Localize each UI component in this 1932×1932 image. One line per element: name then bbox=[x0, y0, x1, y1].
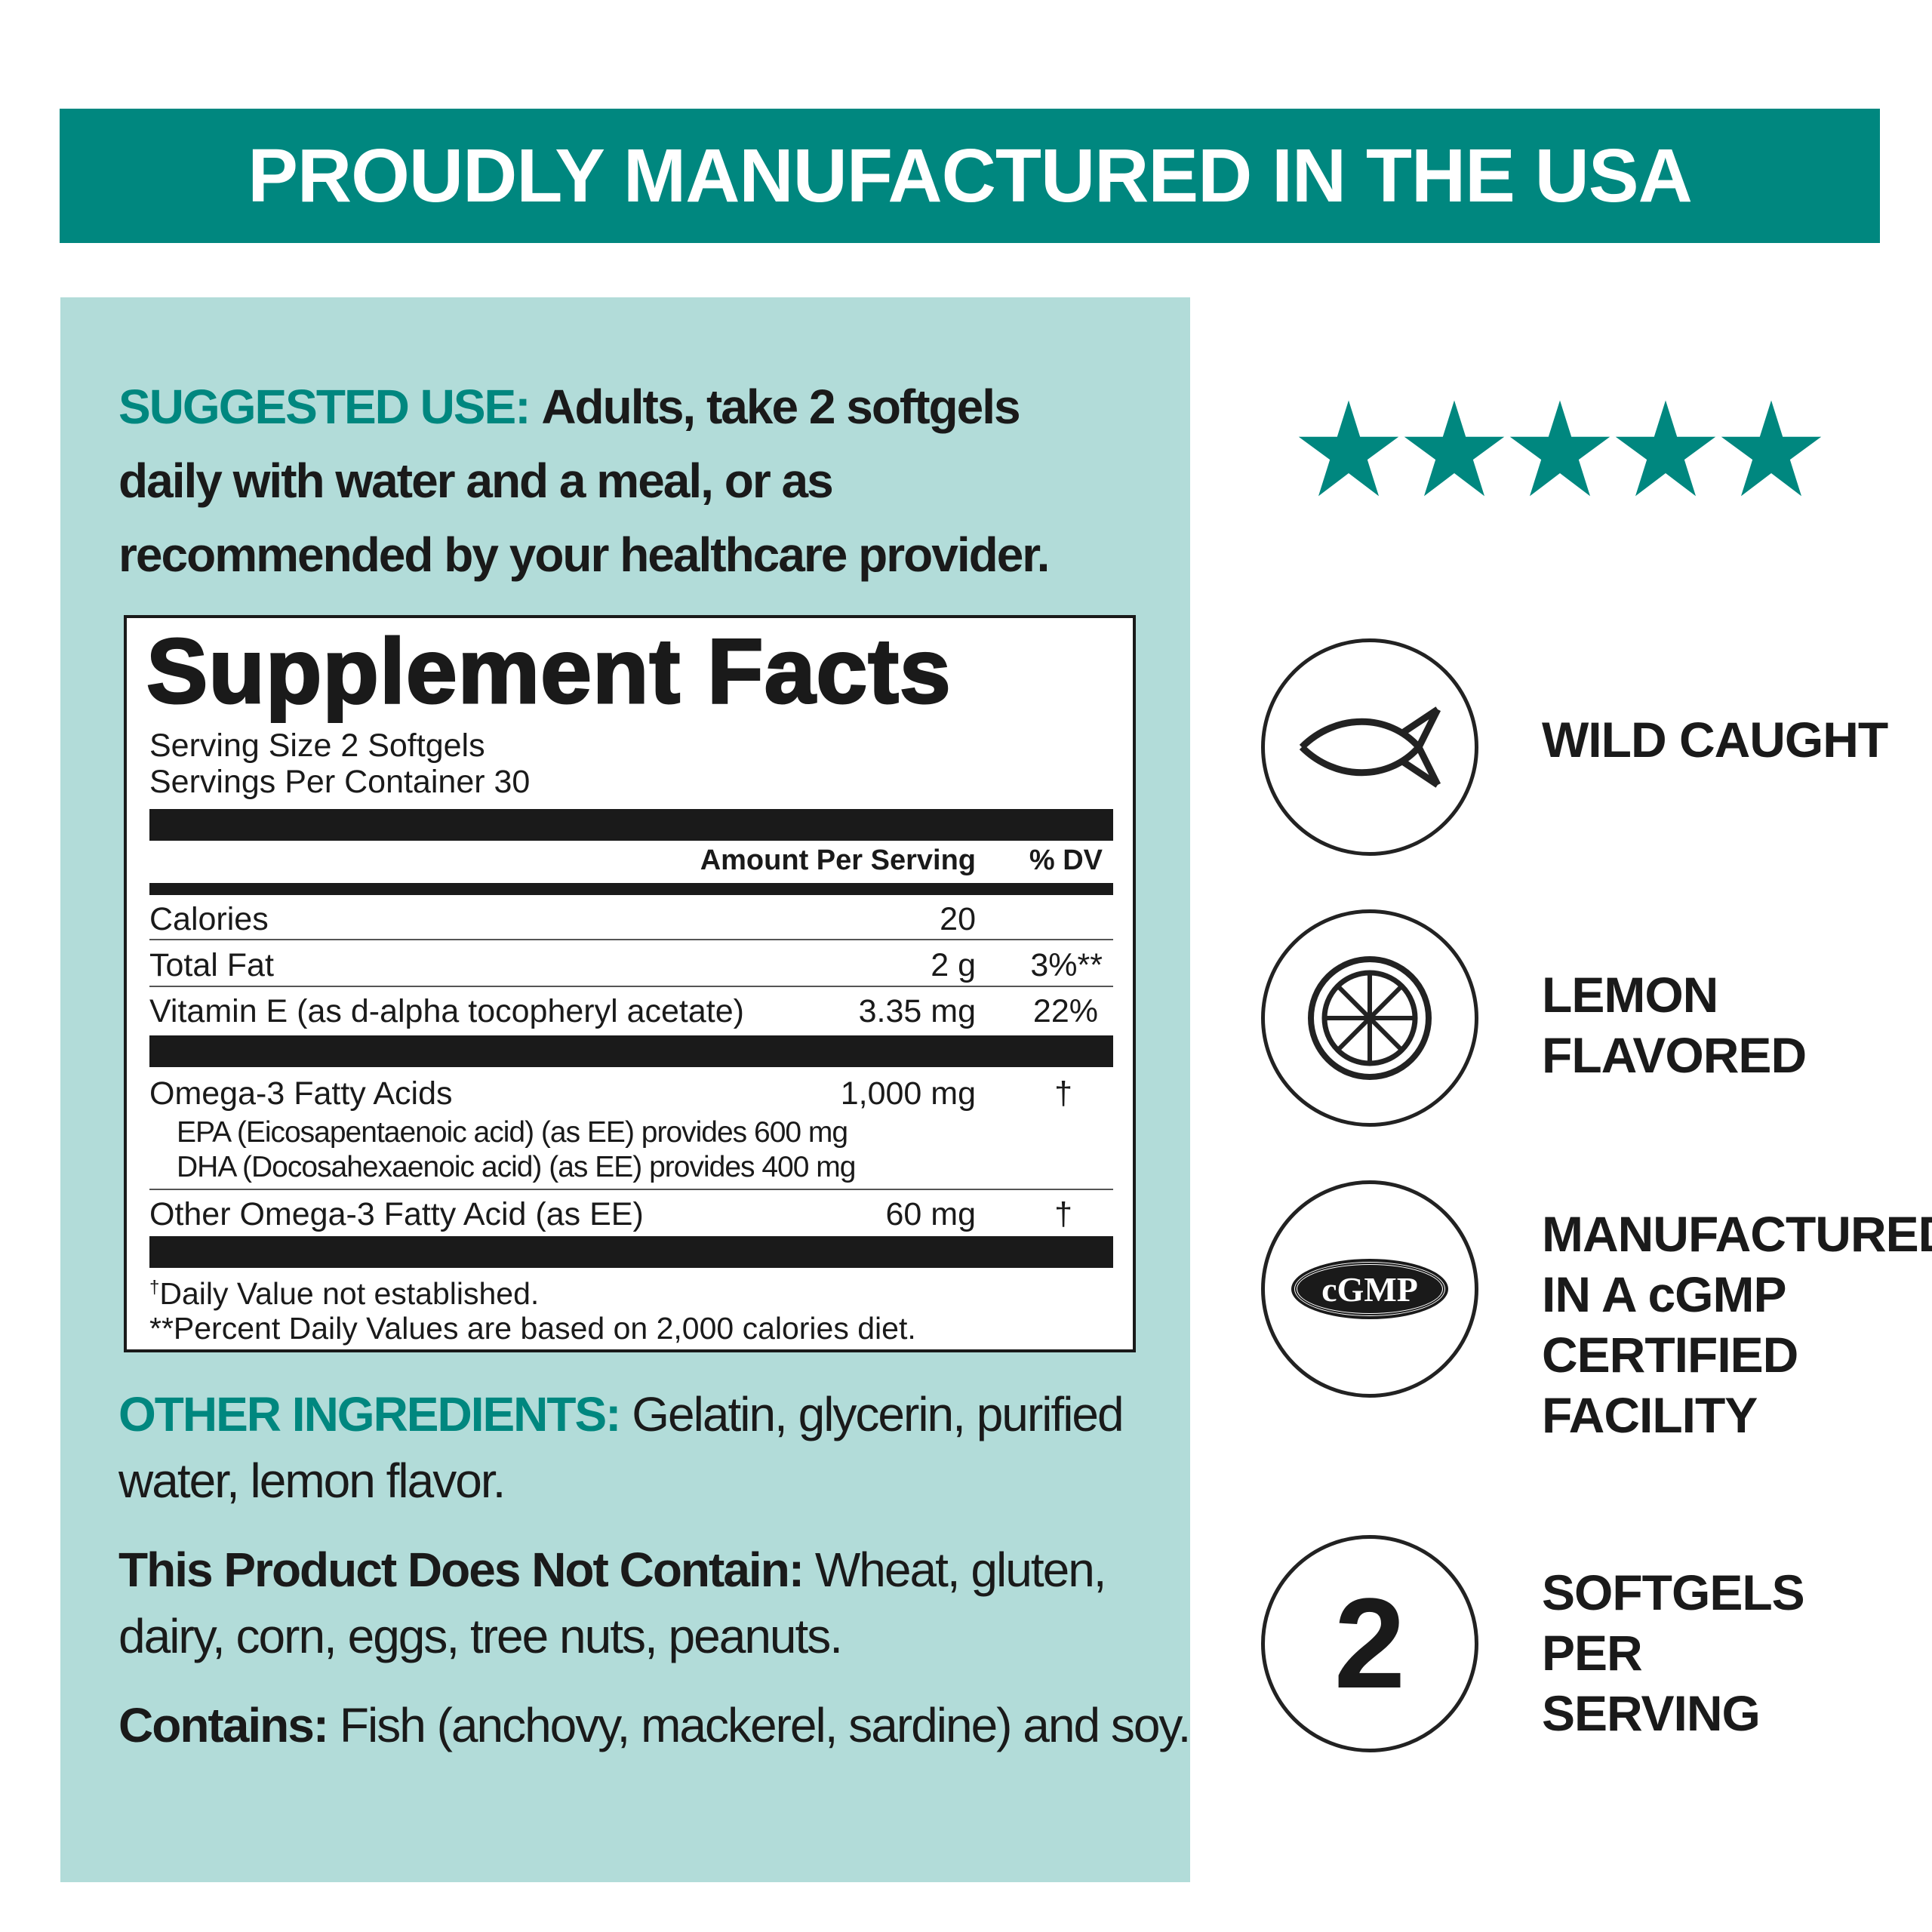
does-not-contain: This Product Does Not Contain: Wheat, gl… bbox=[118, 1537, 1190, 1669]
footnote-2: **Percent Daily Values are based on 2,00… bbox=[149, 1311, 916, 1346]
row-dv: 22% bbox=[1032, 993, 1098, 1029]
star-icon bbox=[1404, 400, 1505, 497]
row-name: Other Omega-3 Fatty Acid (as EE) bbox=[149, 1196, 644, 1232]
cgmp-icon-circle: cGMP bbox=[1261, 1180, 1478, 1398]
row-dv: 3%** bbox=[1030, 947, 1103, 983]
label-line: FACILITY bbox=[1542, 1387, 1758, 1443]
label-line: IN A cGMP bbox=[1542, 1266, 1786, 1322]
divider bbox=[149, 1035, 1113, 1067]
row-amount: 60 mg bbox=[885, 1196, 976, 1232]
star-icon bbox=[1509, 400, 1611, 497]
footnote-dagger: †Daily Value not established. bbox=[149, 1276, 539, 1312]
row-amount: 1,000 mg bbox=[840, 1075, 976, 1112]
number-icon: 2 bbox=[1334, 1572, 1406, 1715]
label-line: PER bbox=[1542, 1625, 1643, 1681]
banner-text: PROUDLY MANUFACTURED IN THE USA bbox=[248, 133, 1693, 218]
star-icon bbox=[1721, 400, 1822, 497]
row-name: Calories bbox=[149, 901, 269, 937]
star-rating bbox=[1297, 400, 1823, 500]
does-not-contain-text: Wheat, gluten, dairy, corn, eggs, tree n… bbox=[118, 1543, 1107, 1663]
label-line: LEMON bbox=[1542, 967, 1718, 1023]
contains: Contains: Fish (anchovy, mackerel, sardi… bbox=[118, 1692, 1192, 1758]
other-ingredients-text: Gelatin, glycerin, purified water, lemon… bbox=[118, 1387, 1124, 1508]
row-name: Vitamin E (as d-alpha tocopheryl acetate… bbox=[149, 993, 744, 1029]
facts-title: Supplement Facts bbox=[146, 619, 952, 724]
sub-row: DHA (Docosahexaenoic acid) (as EE) provi… bbox=[177, 1151, 856, 1183]
other-ingredients-label: OTHER INGREDIENTS: bbox=[118, 1387, 621, 1441]
divider bbox=[149, 1236, 1113, 1268]
col-amount: Amount Per Serving bbox=[700, 844, 976, 876]
contains-label: Contains: bbox=[118, 1698, 329, 1752]
label-line: SOFTGELS bbox=[1542, 1564, 1805, 1620]
dagger-mark: † bbox=[149, 1277, 160, 1298]
row-dv: † bbox=[1054, 1075, 1072, 1112]
lemon-icon-circle bbox=[1261, 909, 1478, 1127]
cgmp-badge-text: cGMP bbox=[1321, 1269, 1418, 1309]
star-icon bbox=[1615, 400, 1716, 497]
other-ingredients: OTHER INGREDIENTS: Gelatin, glycerin, pu… bbox=[118, 1381, 1190, 1514]
label-line: CERTIFIED bbox=[1542, 1327, 1798, 1383]
divider bbox=[149, 809, 1113, 841]
fish-icon-circle bbox=[1261, 638, 1478, 856]
feature-label-lemon: LEMON FLAVORED bbox=[1542, 964, 1807, 1085]
feature-label-softgels: SOFTGELS PER SERVING bbox=[1542, 1562, 1805, 1743]
footnote-1: Daily Value not established. bbox=[159, 1276, 540, 1311]
row-amount: 3.35 mg bbox=[858, 993, 976, 1029]
serving-size: Serving Size 2 Softgels bbox=[149, 728, 485, 764]
suggested-use-label: SUGGESTED USE: bbox=[118, 380, 531, 434]
label-line: FLAVORED bbox=[1542, 1027, 1807, 1083]
row-dv: † bbox=[1054, 1196, 1072, 1232]
suggested-use: SUGGESTED USE: Adults, take 2 softgels d… bbox=[118, 370, 1100, 592]
label-line: WILD CAUGHT bbox=[1542, 712, 1888, 768]
lemon-icon bbox=[1308, 956, 1432, 1080]
feature-label-cgmp: MANUFACTURED IN A cGMP CERTIFIED FACILITY bbox=[1542, 1204, 1932, 1445]
row-name: Omega-3 Fatty Acids bbox=[149, 1075, 453, 1112]
divider bbox=[149, 986, 1113, 987]
fish-icon bbox=[1299, 706, 1441, 788]
number-icon-circle: 2 bbox=[1261, 1535, 1478, 1752]
supplement-facts-panel: Supplement Facts Serving Size 2 Softgels… bbox=[124, 615, 1136, 1352]
suggested-use-text: Adults, take 2 softgels daily with water… bbox=[118, 380, 1050, 582]
label-line: MANUFACTURED bbox=[1542, 1206, 1932, 1262]
row-name: Total Fat bbox=[149, 947, 274, 983]
contains-text: Fish (anchovy, mackerel, sardine) and so… bbox=[339, 1698, 1192, 1752]
divider bbox=[149, 883, 1113, 895]
sub-row: EPA (Eicosapentaenoic acid) (as EE) prov… bbox=[177, 1116, 848, 1149]
usa-banner: PROUDLY MANUFACTURED IN THE USA bbox=[60, 109, 1880, 243]
col-dv: % DV bbox=[1029, 844, 1103, 876]
label-line: SERVING bbox=[1542, 1685, 1761, 1741]
feature-label-wild-caught: WILD CAUGHT bbox=[1542, 709, 1888, 770]
star-icon bbox=[1298, 400, 1399, 497]
divider bbox=[149, 1189, 1113, 1190]
servings-per-container: Servings Per Container 30 bbox=[149, 764, 531, 800]
row-amount: 2 g bbox=[931, 947, 976, 983]
row-amount: 20 bbox=[940, 901, 976, 937]
cgmp-icon: cGMP bbox=[1291, 1259, 1448, 1319]
other-info: OTHER INGREDIENTS: Gelatin, glycerin, pu… bbox=[118, 1381, 1192, 1758]
divider bbox=[149, 939, 1113, 940]
does-not-contain-label: This Product Does Not Contain: bbox=[118, 1543, 804, 1597]
